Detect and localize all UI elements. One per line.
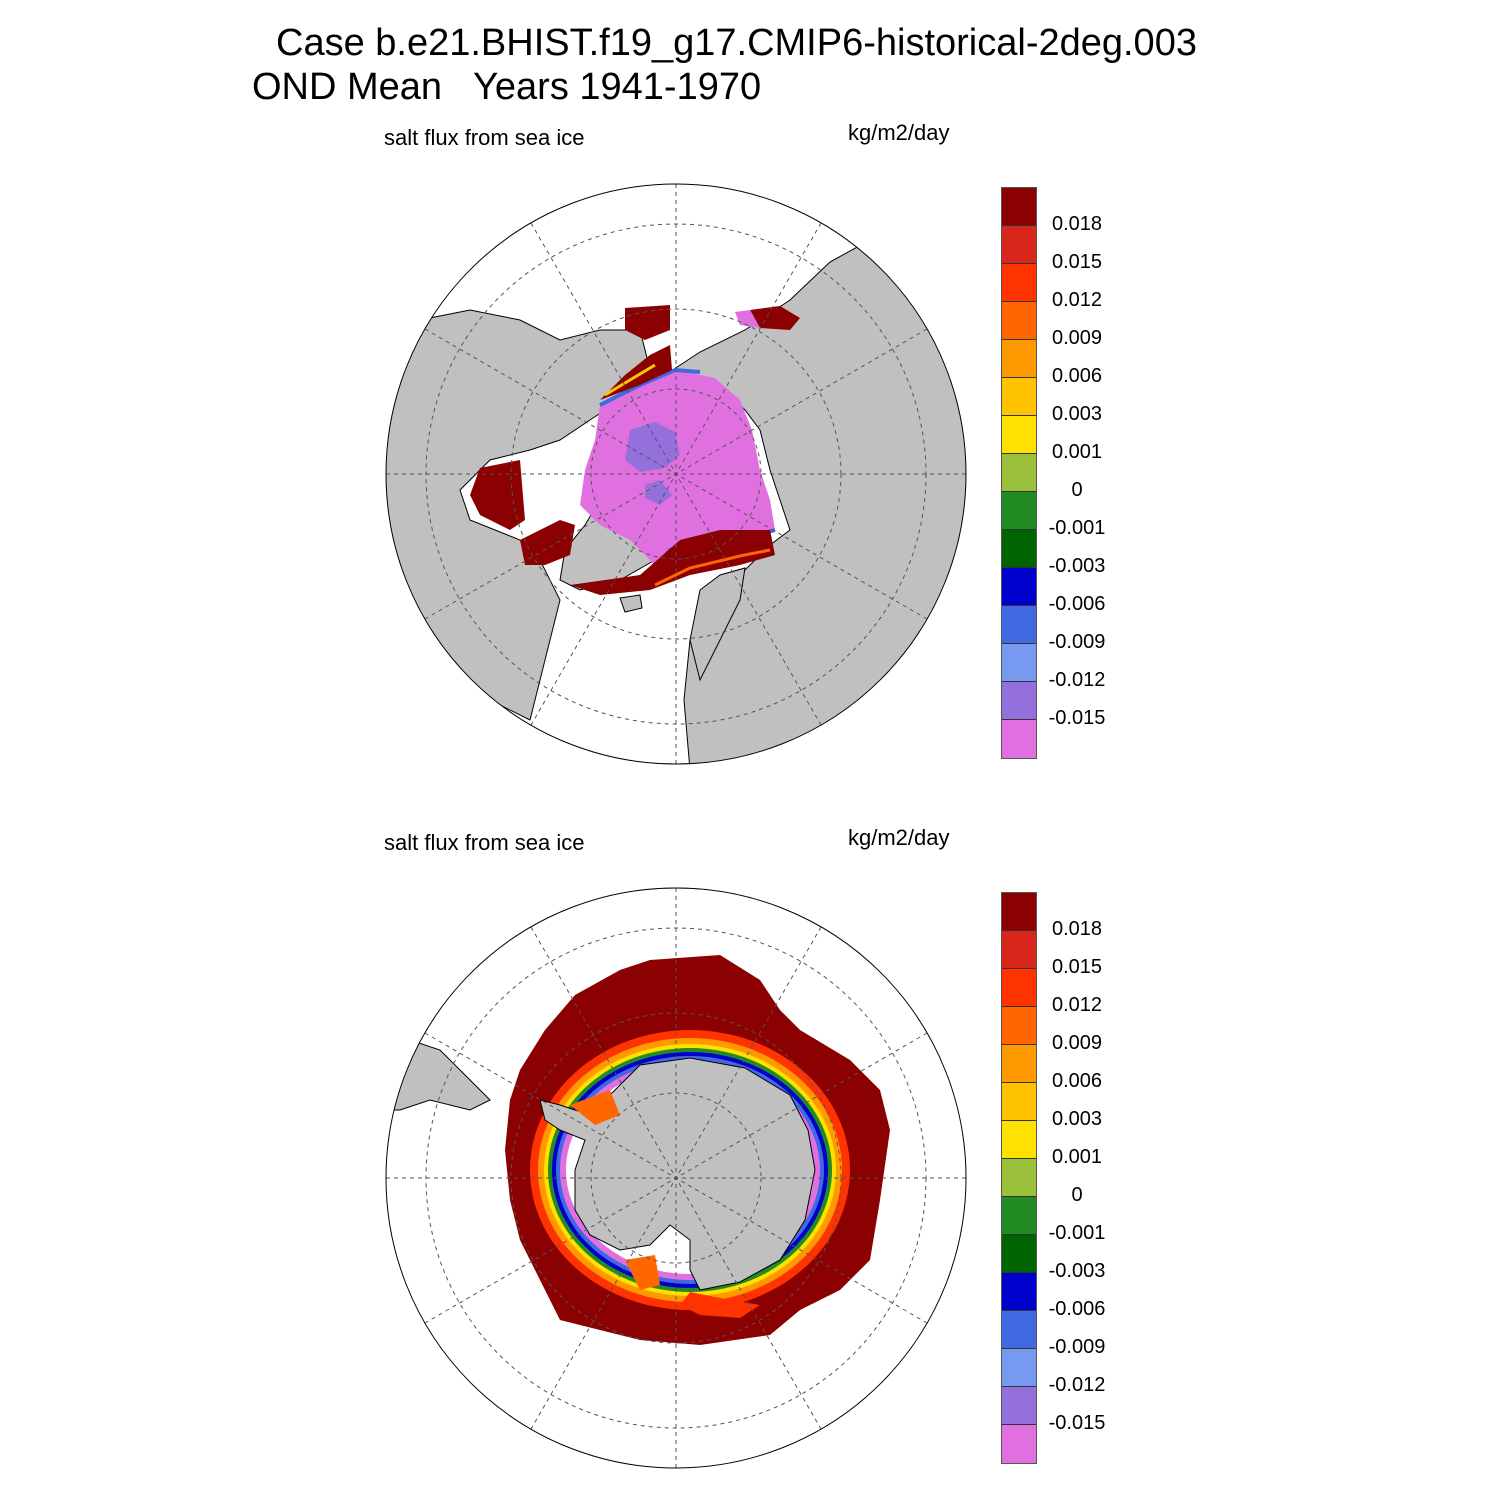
colorbar-segment [1002, 1425, 1036, 1463]
colorbar-tick-label: 0.001 [1051, 1146, 1103, 1168]
colorbar-tick-label: 0.009 [1051, 1032, 1103, 1054]
colorbar-segment [1002, 340, 1036, 378]
colorbar-segment [1002, 226, 1036, 264]
colorbar-segment [1002, 1121, 1036, 1159]
north-land-north-america [386, 309, 651, 721]
colorbar-segment [1002, 1083, 1036, 1121]
colorbar-segment [1002, 682, 1036, 720]
colorbar-segment [1002, 1387, 1036, 1425]
colorbar-segment [1002, 606, 1036, 644]
colorbar-segment [1002, 893, 1036, 931]
colorbar-tick-label: -0.003 [1048, 1260, 1106, 1282]
north-grid-lat-2 [510, 308, 842, 640]
north-flux-okhotsk [750, 306, 800, 330]
north-flux-blue-edge [599, 367, 701, 407]
south-flux-weddell [570, 1090, 620, 1125]
north-flux-arctic-core [625, 422, 680, 472]
colorbar-segment [1002, 378, 1036, 416]
south-polar-map [385, 887, 967, 1469]
colorbar-segment [1002, 1045, 1036, 1083]
north-flux-labrador [520, 520, 575, 565]
colorbar-tick-label: 0.006 [1051, 1070, 1103, 1092]
colorbar-tick-label: 0 [1071, 1184, 1083, 1206]
main-title-line2: OND Mean Years 1941-1970 [252, 66, 762, 108]
colorbar-tick-label: -0.009 [1048, 1336, 1106, 1358]
colorbar-segment [1002, 720, 1036, 758]
colorbar-tick-label: -0.001 [1048, 1222, 1106, 1244]
colorbar-tick-label: 0.015 [1051, 956, 1103, 978]
colorbar-segment [1002, 1311, 1036, 1349]
colorbar-segment [1002, 1007, 1036, 1045]
north-map-border [385, 183, 967, 765]
north-colorbar [1001, 187, 1037, 759]
colorbar-segment [1002, 302, 1036, 340]
south-map-border [385, 887, 967, 1469]
colorbar-tick-label: 0.012 [1051, 994, 1103, 1016]
colorbar-segment [1002, 1197, 1036, 1235]
north-grid-lat-3 [590, 388, 762, 560]
colorbar-segment [1002, 530, 1036, 568]
colorbar-tick-label: 0.018 [1051, 213, 1103, 235]
colorbar-segment [1002, 1159, 1036, 1197]
south-flux-amundsen [625, 1255, 660, 1290]
north-land-scandinavia [689, 567, 746, 682]
colorbar-segment [1002, 644, 1036, 682]
main-title-line1: Case b.e21.BHIST.f19_g17.CMIP6-historica… [276, 22, 1197, 64]
north-units-label: kg/m2/day [848, 120, 950, 145]
north-flux-orange-edge [604, 363, 656, 397]
colorbar-tick-label: 0.015 [1051, 251, 1103, 273]
north-flux-okhotsk-pink [735, 310, 760, 328]
colorbar-tick-label: -0.012 [1048, 669, 1106, 691]
north-land-iceland [619, 594, 643, 613]
colorbar-segment [1002, 264, 1036, 302]
colorbar-tick-label: -0.009 [1048, 631, 1106, 653]
south-grid-lat-3 [590, 1092, 762, 1264]
colorbar-segment [1002, 416, 1036, 454]
south-colorbar [1001, 892, 1037, 1464]
south-grid-meridians [386, 888, 966, 1468]
north-flux-orange-edge-2 [654, 548, 771, 587]
south-left-label: salt flux from sea ice [384, 830, 585, 855]
south-flux-ross [680, 1292, 760, 1318]
colorbar-tick-label: -0.015 [1048, 1412, 1106, 1434]
colorbar-tick-label: 0.018 [1051, 918, 1103, 940]
colorbar-tick-label: 0.003 [1051, 1108, 1103, 1130]
north-grid-meridians [386, 184, 966, 764]
colorbar-segment [1002, 492, 1036, 530]
colorbar-segment [1002, 1349, 1036, 1387]
colorbar-tick-label: -0.006 [1048, 1298, 1106, 1320]
colorbar-segment [1002, 1235, 1036, 1273]
colorbar-segment [1002, 454, 1036, 492]
colorbar-tick-label: 0.001 [1051, 441, 1103, 463]
colorbar-segment [1002, 969, 1036, 1007]
north-land-eurasia [663, 239, 966, 764]
colorbar-tick-label: -0.012 [1048, 1374, 1106, 1396]
north-polar-map [385, 183, 967, 765]
colorbar-segment [1002, 931, 1036, 969]
colorbar-tick-label: -0.006 [1048, 593, 1106, 615]
colorbar-tick-label: 0.006 [1051, 365, 1103, 387]
colorbar-tick-label: 0.003 [1051, 403, 1103, 425]
colorbar-tick-label: 0 [1071, 479, 1083, 501]
south-grid-lat-2 [510, 1012, 842, 1344]
colorbar-segment [1002, 568, 1036, 606]
colorbar-tick-label: -0.015 [1048, 707, 1106, 729]
colorbar-segment [1002, 188, 1036, 226]
colorbar-tick-label: 0.012 [1051, 289, 1103, 311]
south-units-label: kg/m2/day [848, 825, 950, 850]
north-left-label: salt flux from sea ice [384, 125, 585, 150]
colorbar-tick-label: -0.003 [1048, 555, 1106, 577]
north-flux-greenland-sea [570, 530, 775, 595]
colorbar-tick-label: -0.001 [1048, 517, 1106, 539]
colorbar-segment [1002, 1273, 1036, 1311]
colorbar-tick-label: 0.009 [1051, 327, 1103, 349]
north-flux-arctic-patch [645, 480, 672, 505]
